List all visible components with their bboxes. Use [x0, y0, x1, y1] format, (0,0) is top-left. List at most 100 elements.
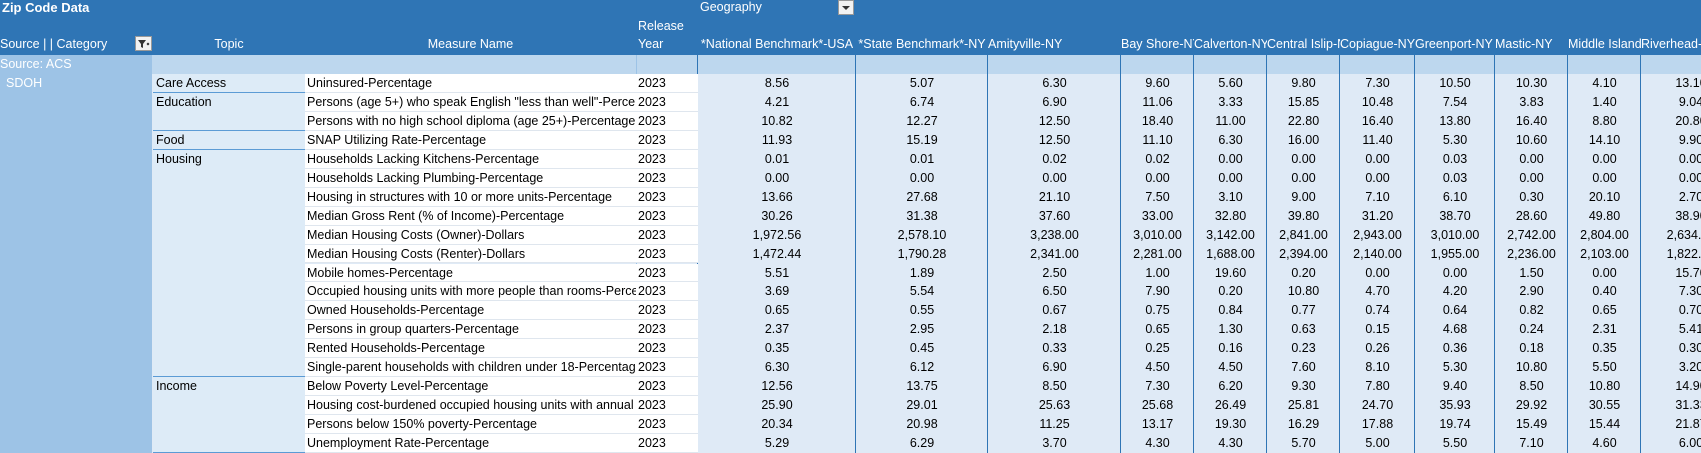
value-cell: 0.26	[1365, 341, 1390, 356]
value-cell: 14.90	[1675, 379, 1701, 394]
value-cell: 13.75	[906, 379, 938, 394]
value-cell: 10.80	[1588, 379, 1621, 394]
value-cell: 32.80	[1214, 208, 1247, 223]
value-cell: 1,688.00	[1206, 246, 1255, 261]
value-cell: 24.70	[1361, 398, 1394, 413]
measure-cell: Households Lacking Plumbing-Percentage	[305, 168, 636, 188]
value-cell: 30.26	[761, 208, 793, 223]
value-cell: 0.30	[1678, 341, 1701, 356]
value-cell: 19.60	[1214, 265, 1247, 280]
value-cell: 0.75	[1145, 303, 1170, 318]
value-cell: 0.36	[1442, 341, 1468, 356]
value-cell: 4.70	[1365, 284, 1390, 299]
value-cell: 4.10	[1592, 76, 1617, 90]
year-cell: 2023	[636, 92, 698, 112]
value-cell: 4.60	[1592, 436, 1617, 451]
geography-filter-button[interactable]	[838, 0, 854, 15]
value-cell: 0.00	[1218, 151, 1243, 166]
value-cell: 0.00	[1678, 170, 1701, 185]
measure-cell: Occupied housing units with more people …	[305, 282, 636, 302]
value-cell: 0.35	[764, 341, 790, 356]
value-cell: 15.85	[1287, 94, 1320, 109]
value-cell: 8.80	[1592, 113, 1617, 128]
value-cell: 0.63	[1291, 322, 1316, 337]
value-cell: 11.93	[761, 132, 793, 147]
value-cell: 10.80	[1515, 360, 1548, 375]
value-cell: 0.65	[1145, 322, 1170, 337]
value-cell: 0.00	[909, 170, 935, 185]
value-cell: 0.00	[1592, 170, 1617, 185]
year-cell: 2023	[636, 187, 698, 207]
column-separator	[1414, 55, 1415, 453]
value-cell: 16.29	[1287, 417, 1320, 432]
release-year-header: Release Year	[638, 19, 684, 51]
value-cell: 27.68	[906, 189, 938, 204]
value-cell: 0.30	[1519, 189, 1544, 204]
value-cell: 0.65	[764, 303, 790, 318]
value-cell: 6.30	[1218, 132, 1243, 147]
value-cell: 2,341.00	[1030, 246, 1079, 261]
value-cell: 0.33	[1042, 341, 1067, 356]
value-cell: 7.50	[1145, 189, 1170, 204]
value-cell: 0.00	[1365, 151, 1390, 166]
measure-cell: Median Housing Costs (Owner)-Dollars	[305, 225, 636, 245]
value-cell: 2,236.00	[1507, 246, 1556, 261]
value-cell: 2,742.00	[1507, 227, 1556, 242]
value-cell: 4.50	[1218, 360, 1243, 375]
value-cell: 11.00	[1215, 113, 1246, 128]
value-cell: 9.40	[1442, 379, 1468, 394]
value-cell: 0.02	[1145, 151, 1170, 166]
value-cell: 9.90	[1678, 132, 1701, 147]
value-cell: 0.00	[1519, 151, 1544, 166]
geography-header: Mastic-NY	[1495, 37, 1553, 51]
year-cell: 2023	[636, 434, 698, 453]
value-cell: 15.49	[1515, 417, 1548, 432]
year-cell: 2023	[636, 377, 698, 397]
value-cell: 0.00	[1519, 170, 1544, 185]
value-cell: 14.10	[1588, 132, 1621, 147]
value-cell: 4.30	[1145, 436, 1170, 451]
category-label: SDOH	[6, 76, 43, 90]
value-cell: 0.01	[909, 151, 935, 166]
year-cell: 2023	[636, 415, 698, 435]
value-cell: 13.17	[1141, 417, 1174, 432]
value-cell: 11.10	[1142, 132, 1173, 147]
value-cell: 8.10	[1365, 360, 1390, 375]
value-cell: 2.18	[1042, 322, 1067, 337]
year-cell: 2023	[636, 111, 698, 131]
value-cell: 16.40	[1515, 113, 1548, 128]
measure-cell: Housing in structures with 10 or more un…	[305, 187, 636, 207]
column-separator	[1640, 55, 1641, 453]
value-cell: 5.50	[1592, 360, 1617, 375]
value-cell: 6.90	[1042, 360, 1067, 375]
year-cell: 2023	[636, 320, 698, 340]
value-cell: 3.33	[1218, 94, 1243, 109]
column-separator	[1193, 55, 1194, 453]
value-cell: 0.74	[1365, 303, 1390, 318]
value-cell: 0.01	[764, 151, 790, 166]
category-filter-button[interactable]	[135, 36, 152, 51]
column-separator	[1266, 55, 1267, 453]
value-cell: 2.37	[764, 322, 790, 337]
value-cell: 3.70	[1042, 436, 1067, 451]
measure-cell: Single-parent households with children u…	[305, 358, 636, 378]
value-cell: 0.00	[1145, 170, 1170, 185]
value-cell: 16.40	[1361, 113, 1394, 128]
value-cell: 25.63	[1038, 398, 1071, 413]
value-cell: 11.25	[1039, 417, 1070, 432]
value-cell: 25.68	[1141, 398, 1174, 413]
value-cell: 7.30	[1365, 76, 1390, 90]
value-cell: 31.33	[1675, 398, 1701, 413]
value-cell: 0.03	[1442, 170, 1468, 185]
measure-cell: Median Gross Rent (% of Income)-Percenta…	[305, 206, 636, 226]
year-cell: 2023	[636, 244, 698, 264]
value-cell: 7.30	[1678, 284, 1701, 299]
value-cell: 12.27	[906, 113, 938, 128]
value-cell: 31.38	[906, 208, 938, 223]
value-cell: 2.90	[1519, 284, 1544, 299]
value-cell: 1.89	[909, 265, 935, 280]
value-cell: 26.49	[1214, 398, 1247, 413]
measure-cell: Persons with no high school diploma (age…	[305, 111, 636, 131]
value-cell: 30.55	[1588, 398, 1621, 413]
value-cell: 37.60	[1038, 208, 1071, 223]
